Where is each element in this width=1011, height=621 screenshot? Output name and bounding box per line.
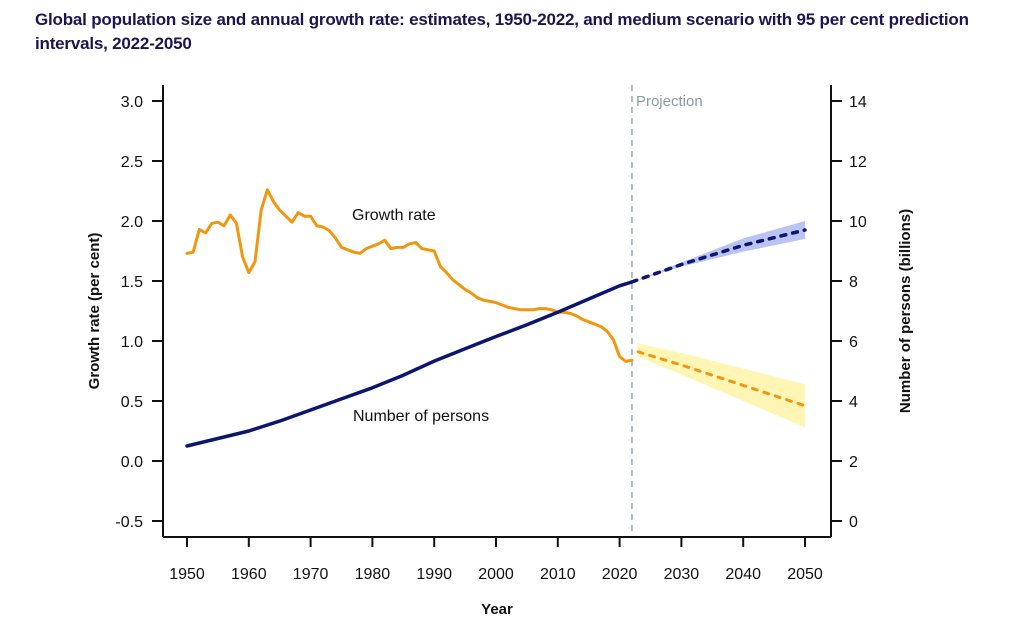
axes: 1950 1960 1970 1980 1990 2000 2010 2020 2030 2040… [115,85,867,583]
x-tick-label: 2010 [540,566,576,583]
prediction-intervals [631,221,805,428]
y-left-tick-label: 2.0 [121,214,143,231]
population-line [185,280,634,448]
growth-rate-annotation: Growth rate [352,207,436,224]
series-lines [185,188,807,448]
x-tick-label: 1950 [169,566,205,583]
population-projection-line [630,228,807,284]
y-right-tick-label: 6 [849,334,858,351]
population-annotation: Number of persons [353,408,489,425]
y-right-tick-label: 4 [849,394,858,411]
y-left-tick-label: 1.0 [121,334,143,351]
y-right-tick-label: 0 [849,514,858,531]
y-right-axis-title: Number of persons (billions) [897,209,914,413]
x-tick-label: 1980 [355,566,391,583]
x-axis-title: Year [481,601,513,618]
x-tick-label: 1990 [416,566,452,583]
x-tick-label: 1960 [231,566,267,583]
x-tick-label: 2000 [478,566,514,583]
x-tick-label: 2050 [787,566,823,583]
y-right-tick-label: 8 [849,274,858,291]
y-right-tick-label: 2 [849,454,858,471]
x-tick-label: 1970 [293,566,329,583]
population-prediction-interval [631,221,805,282]
y-left-tick-label: 1.5 [121,274,143,291]
y-left-tick-label: 3.0 [121,94,143,111]
x-tick-label: 2020 [602,566,638,583]
projection-label: Projection [636,93,703,110]
y-left-tick-label: 0.0 [121,454,143,471]
y-right-tick-label: 12 [849,154,867,171]
x-tick-label: 2040 [725,566,761,583]
y-left-tick-label: 0.5 [121,394,143,411]
x-tick-label: 2030 [664,566,700,583]
chart-title: Global population size and annual growth… [35,10,969,53]
y-right-tick-label: 14 [849,94,867,111]
growth-prediction-interval [638,343,805,428]
y-right-tick-label: 10 [849,214,867,231]
growth-rate-projection-line [636,350,807,408]
y-left-axis-title: Growth rate (per cent) [86,233,103,390]
y-left-tick-label: 2.5 [121,154,143,171]
y-left-tick-label: -0.5 [115,514,143,531]
